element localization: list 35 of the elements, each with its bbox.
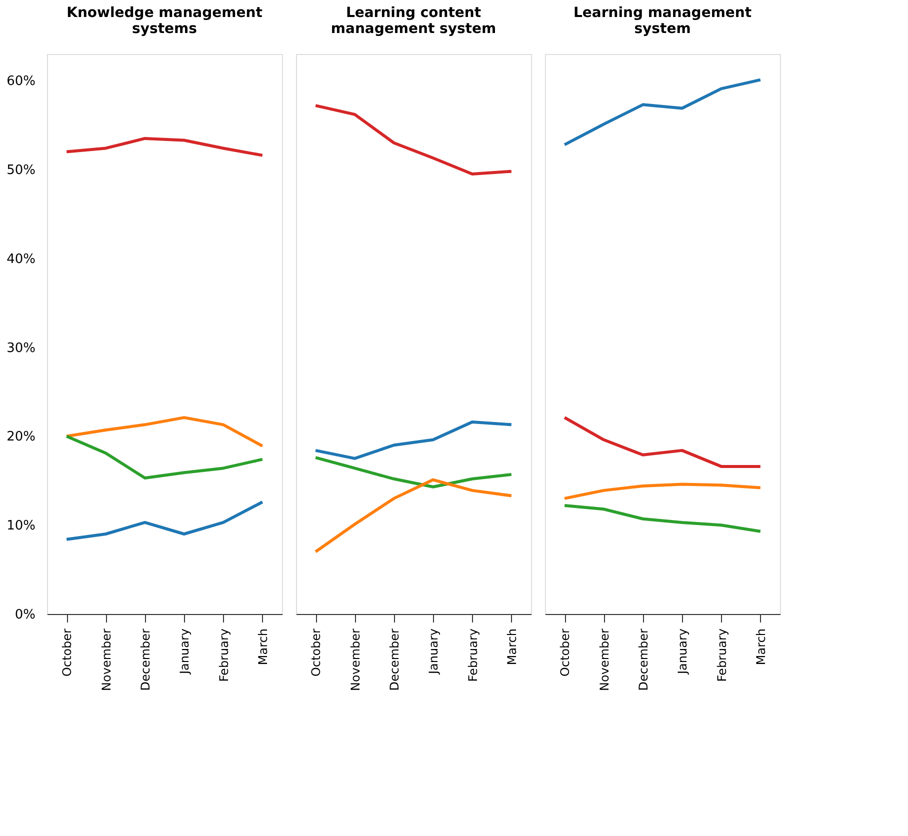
text: systems xyxy=(132,21,197,37)
text: management system xyxy=(330,21,496,37)
x-tick-label: November xyxy=(597,628,612,691)
y-tick-label: 40% xyxy=(6,252,36,267)
x-tick-label: December xyxy=(138,628,152,691)
x-tick-label: January xyxy=(178,628,192,675)
text: Knowledge management xyxy=(66,5,262,21)
line-series xyxy=(65,416,264,448)
y-tick-label: 50% xyxy=(6,163,36,178)
x-tick-label: October xyxy=(558,628,572,677)
x-tick-label: January xyxy=(676,628,690,675)
y-tick-label: 30% xyxy=(6,340,36,356)
x-tick-label: March xyxy=(256,628,270,666)
y-tick-label: 10% xyxy=(6,518,36,534)
x-tick-label: December xyxy=(387,628,402,691)
x-tick-label: October xyxy=(309,628,324,677)
text: Learning management xyxy=(573,5,752,21)
x-tick-label: March xyxy=(754,628,768,666)
y-tick-label: 20% xyxy=(6,430,36,445)
line-series xyxy=(65,434,264,480)
x-tick-label: January xyxy=(426,628,441,675)
line-series xyxy=(65,136,264,157)
y-tick-label: 0% xyxy=(14,608,36,622)
line-series xyxy=(65,500,264,541)
x-tick-label: February xyxy=(714,628,729,682)
text: Learning content xyxy=(346,5,482,21)
x-tick-label: October xyxy=(60,628,74,677)
x-tick-label: March xyxy=(504,628,519,666)
x-tick-label: December xyxy=(636,628,650,691)
y-tick-label: 60% xyxy=(6,74,36,90)
x-tick-label: November xyxy=(348,628,362,691)
x-tick-label: November xyxy=(99,628,114,691)
x-tick-label: February xyxy=(466,628,480,682)
text: system xyxy=(634,21,691,37)
x-tick-label: February xyxy=(216,628,231,682)
